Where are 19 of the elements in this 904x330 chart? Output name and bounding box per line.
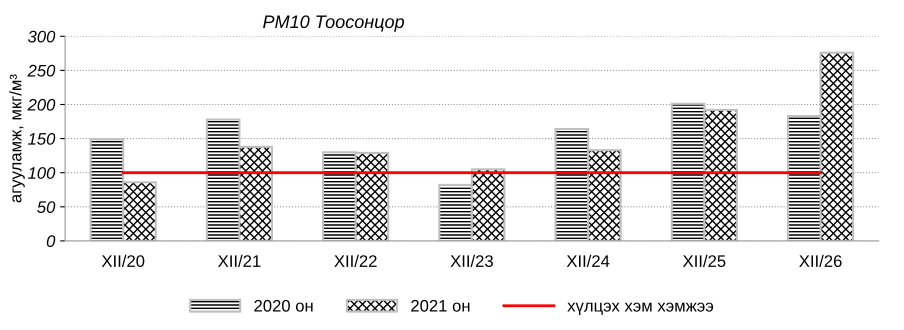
y-tick-label: 200: [27, 98, 56, 111]
legend-label: хүлцэх хэм хэмжээ: [567, 302, 714, 315]
y-tick-label: 100: [28, 167, 56, 179]
x-tick-label: XII/22: [334, 254, 377, 268]
y-tick-label: 250: [27, 64, 56, 77]
y-tick-label: 300: [28, 30, 56, 43]
legend-label: 2020 он: [254, 300, 313, 312]
x-tick-label: XII/21: [218, 254, 260, 268]
legend-label: 2021 он: [411, 300, 470, 312]
y-tick-label: 0: [46, 235, 56, 248]
y-tick-label: 150: [28, 133, 56, 145]
y-axis-title: агууламж, мкг/м³: [9, 74, 25, 202]
x-tick-label: XII/24: [566, 254, 610, 268]
x-tick-label: XII/20: [102, 254, 144, 268]
chart-title: PM10 Тоосонцор: [263, 15, 404, 32]
x-tick-label: XII/25: [682, 254, 726, 268]
y-tick-label: 50: [37, 201, 56, 214]
x-tick-label: XII/26: [799, 254, 842, 268]
x-tick-label: XII/23: [450, 254, 493, 268]
